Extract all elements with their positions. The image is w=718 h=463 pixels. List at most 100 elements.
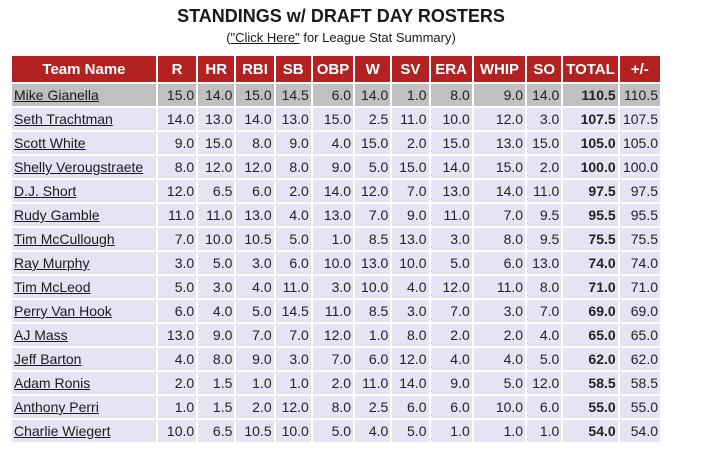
team-row: Perry Van Hook 6.0 4.0 5.0 14.5 11.0 8.5 3.0 7.0… bbox=[12, 300, 660, 322]
stat-cell: 8.0 bbox=[430, 84, 472, 106]
stat-cell: 1.0 bbox=[473, 420, 526, 442]
team-name-cell: Ray Murphy bbox=[12, 252, 156, 274]
team-row: Adam Ronis 2.0 1.5 1.0 1.0 2.0 11.0 14.0 9.0 5.0 1… bbox=[12, 372, 660, 394]
total-cell: 97.5 bbox=[563, 180, 618, 202]
team-link[interactable]: Shelly Verougstraete bbox=[14, 159, 144, 175]
team-link[interactable]: Ray Murphy bbox=[14, 255, 90, 271]
team-row: AJ Mass 13.0 9.0 7.0 7.0 12.0 1.0 8.0 2.0 2.0 4.0 6… bbox=[12, 324, 660, 346]
stat-cell: 10.0 bbox=[473, 396, 526, 418]
team-link[interactable]: Scott White bbox=[14, 135, 86, 151]
stat-cell: 2.5 bbox=[355, 396, 391, 418]
stat-cell: 2.0 bbox=[527, 156, 562, 178]
stat-cell: 8.0 bbox=[236, 132, 274, 154]
team-name-cell: Anthony Perri bbox=[12, 396, 156, 418]
total-cell: 105.0 bbox=[563, 132, 618, 154]
stat-cell: 4.0 bbox=[392, 276, 429, 298]
column-header-sb: SB bbox=[275, 56, 311, 82]
stat-cell: 3.0 bbox=[430, 228, 472, 250]
stat-cell: 1.0 bbox=[275, 372, 311, 394]
team-row: Charlie Wiegert 10.0 6.5 10.5 10.0 5.0 4.0 5.0 1… bbox=[12, 420, 660, 442]
stat-cell: 7.0 bbox=[312, 348, 354, 370]
stat-cell: 6.0 bbox=[275, 252, 311, 274]
stat-cell: 13.0 bbox=[275, 108, 311, 130]
stat-cell: 6.0 bbox=[430, 396, 472, 418]
stat-cell: 2.5 bbox=[355, 108, 391, 130]
stat-cell: 5.0 bbox=[355, 156, 391, 178]
stat-cell: 14.0 bbox=[157, 108, 197, 130]
stat-cell: 12.0 bbox=[236, 156, 274, 178]
team-link[interactable]: Rudy Gamble bbox=[14, 207, 100, 223]
plusminus-cell: 58.5 bbox=[619, 372, 660, 394]
stat-summary-link[interactable]: "Click Here" bbox=[230, 30, 300, 45]
stat-cell: 7.0 bbox=[430, 300, 472, 322]
team-link[interactable]: Anthony Perri bbox=[14, 399, 99, 415]
stat-cell: 7.0 bbox=[236, 324, 274, 346]
total-cell: 95.5 bbox=[563, 204, 618, 226]
stat-cell: 9.0 bbox=[312, 156, 354, 178]
plusminus-cell: 107.5 bbox=[619, 108, 660, 130]
column-header-w: W bbox=[355, 56, 391, 82]
team-link[interactable]: Charlie Wiegert bbox=[14, 423, 111, 439]
stat-cell: 14.0 bbox=[392, 372, 429, 394]
stat-cell: 8.0 bbox=[312, 396, 354, 418]
stat-cell: 1.0 bbox=[392, 84, 429, 106]
stat-cell: 6.0 bbox=[527, 396, 562, 418]
team-row: Anthony Perri 1.0 1.5 2.0 12.0 8.0 2.5 6.0 6.0 10… bbox=[12, 396, 660, 418]
team-link[interactable]: Perry Van Hook bbox=[14, 303, 112, 319]
stat-cell: 12.0 bbox=[157, 180, 197, 202]
stat-cell: 6.5 bbox=[198, 420, 235, 442]
team-row: Jeff Barton 4.0 8.0 9.0 3.0 7.0 6.0 12.0 4.0 4.0 5… bbox=[12, 348, 660, 370]
stat-cell: 15.0 bbox=[312, 108, 354, 130]
stat-cell: 2.0 bbox=[392, 132, 429, 154]
team-row: Tim McCullough 7.0 10.0 10.5 5.0 1.0 8.5 13.0 3.… bbox=[12, 228, 660, 250]
plusminus-cell: 97.5 bbox=[619, 180, 660, 202]
stat-cell: 10.0 bbox=[392, 252, 429, 274]
stat-cell: 5.0 bbox=[430, 252, 472, 274]
header-row: Team Name R HR RBI SB OBP W SV ERA WHIP SO TOTAL +/- bbox=[12, 56, 660, 82]
team-row: Shelly Verougstraete 8.0 12.0 12.0 8.0 9.0 5.0… bbox=[12, 156, 660, 178]
team-link[interactable]: AJ Mass bbox=[14, 327, 68, 343]
stat-cell: 8.0 bbox=[392, 324, 429, 346]
stat-cell: 5.0 bbox=[527, 348, 562, 370]
subtitle-suffix: for League Stat Summary) bbox=[299, 30, 456, 45]
column-header-total: TOTAL bbox=[563, 56, 618, 82]
team-name-cell: Scott White bbox=[12, 132, 156, 154]
stat-cell: 9.0 bbox=[198, 324, 235, 346]
team-row: D.J. Short 12.0 6.5 6.0 2.0 14.0 12.0 7.0 13.0 14… bbox=[12, 180, 660, 202]
plusminus-cell: 65.0 bbox=[619, 324, 660, 346]
stat-cell: 9.5 bbox=[527, 204, 562, 226]
stat-cell: 8.5 bbox=[355, 300, 391, 322]
stat-cell: 1.0 bbox=[236, 372, 274, 394]
stat-cell: 11.0 bbox=[355, 372, 391, 394]
stat-cell: 10.0 bbox=[198, 228, 235, 250]
team-link[interactable]: Tim McLeod bbox=[14, 279, 91, 295]
team-link[interactable]: Tim McCullough bbox=[14, 231, 115, 247]
team-link[interactable]: D.J. Short bbox=[14, 183, 77, 199]
team-name-cell: Adam Ronis bbox=[12, 372, 156, 394]
stat-cell: 12.0 bbox=[198, 156, 235, 178]
team-link[interactable]: Jeff Barton bbox=[14, 351, 82, 367]
stat-cell: 14.0 bbox=[312, 180, 354, 202]
plusminus-cell: 110.5 bbox=[619, 84, 660, 106]
column-header-era: ERA bbox=[430, 56, 472, 82]
stat-cell: 6.5 bbox=[198, 180, 235, 202]
stat-cell: 13.0 bbox=[157, 324, 197, 346]
stat-cell: 1.0 bbox=[157, 396, 197, 418]
total-cell: 54.0 bbox=[563, 420, 618, 442]
total-cell: 100.0 bbox=[563, 156, 618, 178]
team-link[interactable]: Adam Ronis bbox=[14, 375, 91, 391]
stat-cell: 10.0 bbox=[430, 108, 472, 130]
stat-cell: 7.0 bbox=[157, 228, 197, 250]
column-header-team-name: Team Name bbox=[12, 56, 156, 82]
column-header-obp: OBP bbox=[312, 56, 354, 82]
team-link[interactable]: Seth Trachtman bbox=[14, 111, 113, 127]
stat-cell: 4.0 bbox=[355, 420, 391, 442]
stat-cell: 14.0 bbox=[473, 180, 526, 202]
stat-cell: 10.0 bbox=[312, 252, 354, 274]
stat-cell: 8.0 bbox=[198, 348, 235, 370]
plusminus-cell: 54.0 bbox=[619, 420, 660, 442]
stat-cell: 1.0 bbox=[355, 324, 391, 346]
total-cell: 75.5 bbox=[563, 228, 618, 250]
team-link[interactable]: Mike Gianella bbox=[14, 87, 99, 103]
